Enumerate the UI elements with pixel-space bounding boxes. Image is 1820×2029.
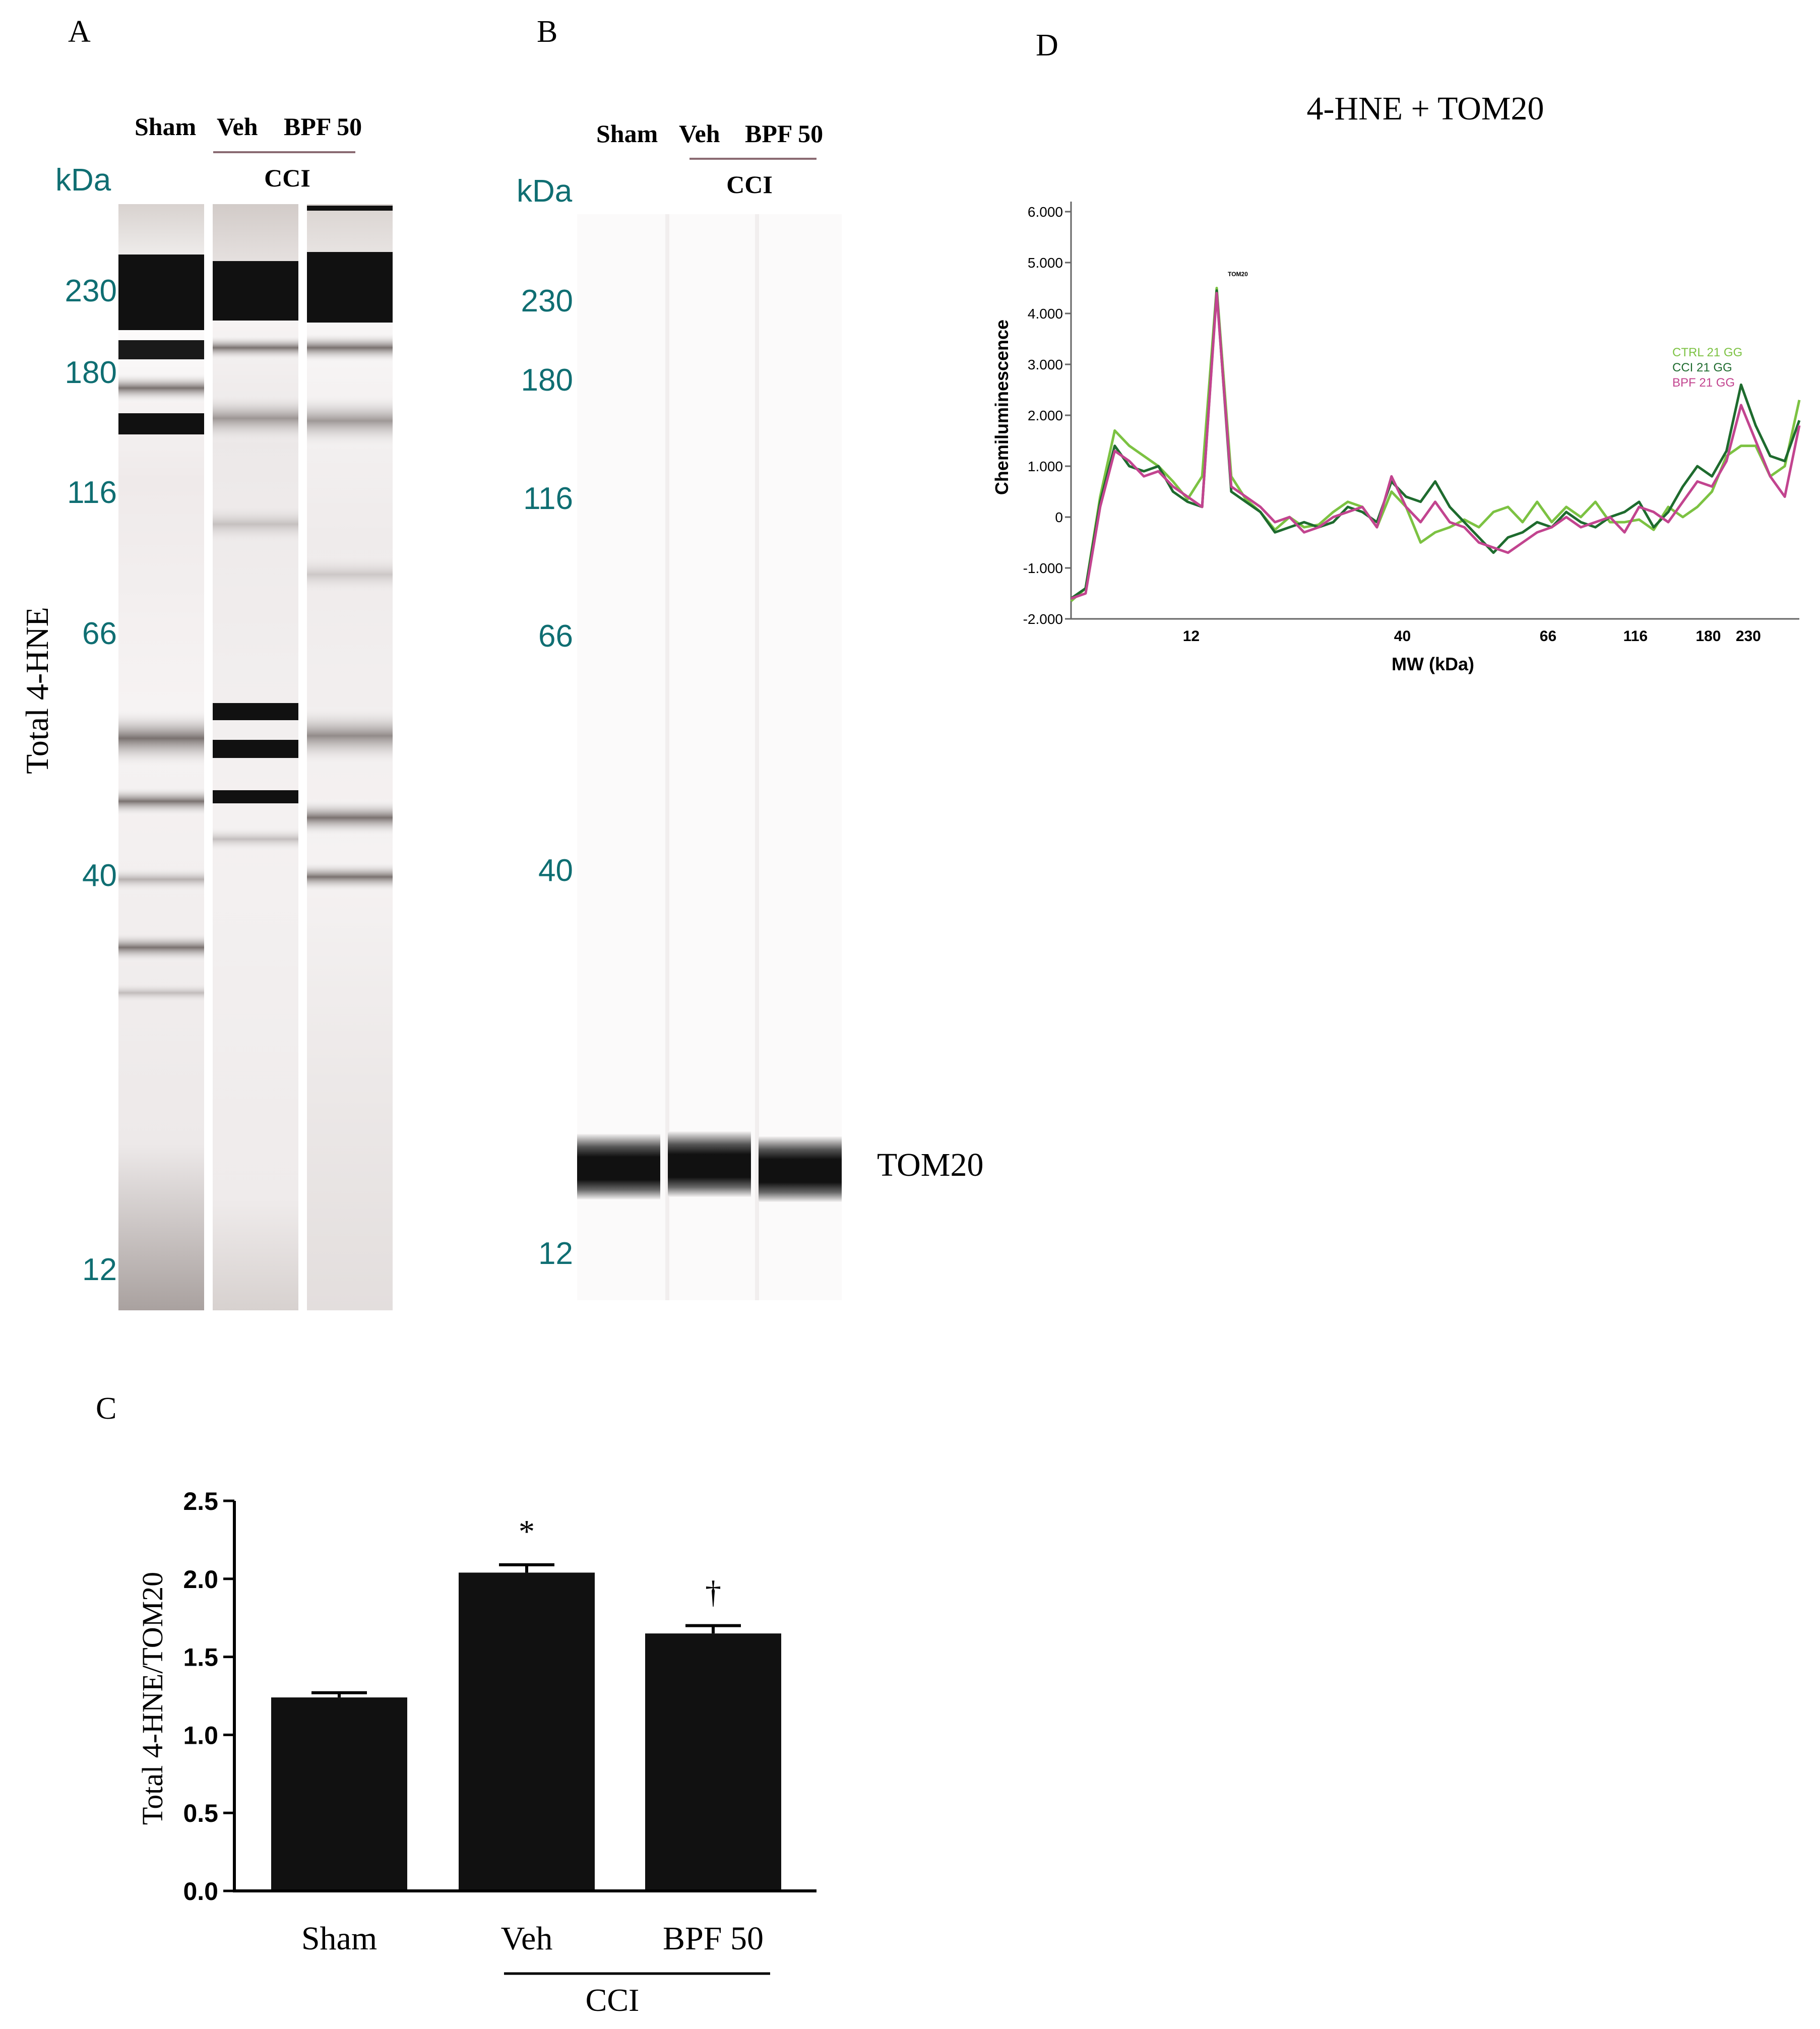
markers-b: 230 180 116 66 40 12: [521, 284, 573, 1271]
panel-label-d: D: [1036, 28, 1058, 62]
lane-label-bpf50: BPF 50: [284, 112, 362, 141]
d-peak-label: TOM20: [1228, 271, 1248, 278]
marker-a-180: 180: [65, 355, 117, 390]
c-ytick-label: 2.5: [183, 1487, 218, 1515]
d-title: 4-HNE + TOM20: [1306, 90, 1544, 127]
y-axis-label-total-4hne: Total 4-HNE: [19, 607, 55, 774]
c-bar: [271, 1697, 407, 1891]
d-legend-entry: CCI 21 GG: [1672, 361, 1732, 374]
tom20-band-veh: [668, 1131, 751, 1197]
tom20-band-sham: [577, 1134, 660, 1199]
marker-b-230: 230: [521, 284, 573, 319]
c-category-label: Veh: [501, 1920, 553, 1957]
d-ytick-label: 1.000: [1028, 459, 1063, 474]
c-ytick-label: 0.0: [183, 1877, 218, 1906]
marker-b-66: 66: [538, 619, 573, 654]
marker-b-12: 12: [538, 1236, 573, 1271]
d-ytick-label: 6.000: [1028, 204, 1063, 220]
d-xtick-label: 40: [1394, 628, 1411, 645]
panel-label-c: C: [96, 1391, 117, 1426]
c-significance-mark: †: [705, 1574, 721, 1610]
d-ytick-label: 4.000: [1028, 306, 1063, 322]
markers-a: 230 180 116 66 40 12: [65, 274, 117, 1287]
d-y-axis-label: Chemiluminescence: [991, 320, 1012, 495]
panel-b: Sham Veh BPF 50 CCI kDa TOM20 230 180 11…: [517, 119, 983, 1300]
marker-b-116: 116: [523, 481, 573, 516]
d-legend: CTRL 21 GG CCI 21 GG BPF 21 GG: [1672, 346, 1742, 390]
marker-b-40: 40: [538, 853, 573, 888]
lane-label-sham: Sham: [135, 112, 196, 141]
panel-a: Sham Veh BPF 50 CCI kDa Total 4-HNE: [19, 112, 393, 1310]
d-ytick-label: -2.000: [1023, 611, 1063, 627]
d-series-line: [1070, 289, 1801, 600]
d-series-line: [1071, 292, 1801, 600]
tom20-band-label: TOM20: [877, 1147, 983, 1183]
d-x-axis-label: MW (kDa): [1392, 654, 1474, 674]
d-xtick-label: 230: [1736, 628, 1761, 645]
c-ytick-label: 2.0: [183, 1565, 218, 1594]
marker-a-230: 230: [65, 274, 117, 308]
veh-bands: [213, 261, 298, 852]
d-xtick-label: 66: [1540, 628, 1556, 645]
d-ytick-label: -1.000: [1023, 560, 1063, 576]
panel-d-line-chart: 4-HNE + TOM20 Chemiluminescence 6.000 5.0…: [991, 90, 1801, 674]
kda-label-b: kDa: [517, 174, 573, 209]
c-bar: [459, 1572, 595, 1891]
c-significance-mark: *: [519, 1513, 535, 1549]
lane-label-veh: Veh: [217, 112, 258, 141]
c-category-labels: Sham Veh BPF 50: [301, 1920, 764, 1957]
marker-a-40: 40: [82, 858, 117, 893]
cci-label: CCI: [264, 164, 310, 192]
d-legend-entry: CTRL 21 GG: [1672, 346, 1742, 359]
d-xtick-label: 12: [1183, 628, 1200, 645]
panel-label-b: B: [537, 15, 558, 49]
c-bars: *†: [271, 1513, 781, 1891]
d-xtick-label: 116: [1623, 628, 1648, 645]
d-ytick-label: 0: [1055, 510, 1063, 525]
panel-c-bar-chart: Total 4-HNE/TOM20 0.00.51.01.52.02.5 *† …: [136, 1487, 817, 2018]
d-x-ticks: 12 40 66 116 180 230: [1183, 628, 1761, 645]
c-category-label: BPF 50: [663, 1920, 764, 1957]
c-ytick-label: 1.5: [183, 1643, 218, 1672]
c-bar: [645, 1633, 781, 1891]
c-ytick-label: 1.0: [183, 1721, 218, 1749]
blot-b-background: [577, 214, 842, 1300]
kda-label: kDa: [55, 163, 111, 198]
tom20-band-bpf50: [759, 1136, 842, 1202]
c-cci-label: CCI: [586, 1982, 640, 2018]
bpf-bands: [307, 206, 393, 892]
c-y-axis-label: Total 4-HNE/TOM20: [136, 1572, 169, 1825]
c-ytick-label: 0.5: [183, 1799, 218, 1827]
d-series-line: [1070, 287, 1801, 602]
sham-bands: [118, 255, 204, 1003]
d-series-lines: [1070, 287, 1801, 602]
d-xtick-label: 180: [1696, 628, 1721, 645]
d-ytick-label: 2.000: [1028, 408, 1063, 423]
d-legend-entry: BPF 21 GG: [1672, 376, 1735, 390]
c-category-label: Sham: [301, 1920, 377, 1957]
marker-a-66: 66: [82, 616, 117, 651]
panel-label-a: A: [68, 15, 91, 49]
lane-label-sham-b: Sham: [596, 119, 658, 148]
marker-a-116: 116: [67, 475, 117, 510]
lane-label-bpf50-b: BPF 50: [745, 119, 823, 148]
d-ytick-label: 5.000: [1028, 255, 1063, 271]
c-y-ticks: 0.0 0.5 1.0 1.5 2.0 2.5: [183, 1487, 234, 1906]
lane-label-veh-b: Veh: [679, 119, 720, 148]
marker-b-180: 180: [521, 363, 573, 398]
cci-label-b: CCI: [726, 170, 773, 199]
d-ytick-label: 3.000: [1028, 357, 1063, 372]
d-y-ticks: 6.000 5.000 4.000 3.000 2.000 1.000 0 -1.000 -2.…: [1023, 204, 1071, 627]
marker-a-12: 12: [82, 1252, 117, 1287]
